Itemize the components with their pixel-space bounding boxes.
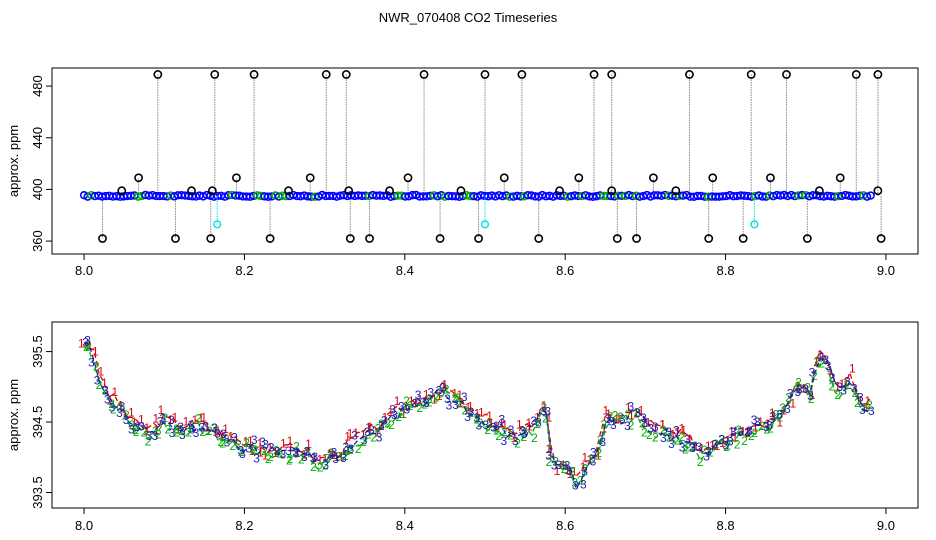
series-marker: 1 bbox=[849, 362, 856, 376]
x-tick-label: 9.0 bbox=[877, 263, 895, 278]
series-marker: 3 bbox=[807, 389, 814, 403]
series-marker: 3 bbox=[499, 413, 506, 427]
series-marker: 3 bbox=[160, 412, 167, 426]
top-panel: 8.0 8.2 8.4 8.6 8.8 9.0 360 400 440 480 approx. p… bbox=[6, 68, 918, 278]
series-marker: 3 bbox=[368, 423, 375, 437]
series-marker: 3 bbox=[711, 438, 718, 452]
series-marker: 3 bbox=[285, 444, 292, 458]
series-marker: 3 bbox=[521, 427, 528, 441]
series-marker: 3 bbox=[566, 464, 573, 478]
x-tick-label: 8.8 bbox=[717, 263, 735, 278]
y-tick-label: 360 bbox=[30, 230, 45, 252]
series-marker: 3 bbox=[168, 413, 175, 427]
series-marker: 3 bbox=[730, 425, 737, 439]
series-marker: 3 bbox=[138, 419, 145, 433]
series-marker: 3 bbox=[668, 437, 675, 451]
series-marker: 2 bbox=[531, 431, 538, 445]
top-plot-frame bbox=[52, 68, 918, 254]
series-marker: 3 bbox=[572, 479, 579, 493]
series-marker: 3 bbox=[293, 446, 300, 460]
series-marker: 3 bbox=[599, 435, 606, 449]
top-y-axis-label: approx. ppm bbox=[6, 125, 21, 197]
y-tick-label: 440 bbox=[30, 127, 45, 149]
series-marker: 3 bbox=[461, 390, 468, 404]
series-marker: 3 bbox=[652, 420, 659, 434]
x-tick-label: 8.4 bbox=[396, 263, 414, 278]
x-tick-label: 8.6 bbox=[556, 518, 574, 533]
top-panel-data bbox=[81, 71, 885, 242]
series-marker: 3 bbox=[152, 429, 159, 443]
series-marker: 3 bbox=[627, 399, 634, 413]
series-marker: 3 bbox=[544, 405, 551, 419]
series-marker: 3 bbox=[787, 387, 794, 401]
series-marker: 3 bbox=[88, 355, 95, 369]
x-tick-label: 8.8 bbox=[717, 518, 735, 533]
x-tick-label: 8.2 bbox=[235, 263, 253, 278]
series-marker: 3 bbox=[673, 423, 680, 437]
series-marker: 3 bbox=[859, 403, 866, 417]
x-tick-label: 8.4 bbox=[396, 518, 414, 533]
series-marker: 3 bbox=[403, 403, 410, 417]
series-marker: 3 bbox=[610, 418, 617, 432]
series-marker: 3 bbox=[169, 426, 176, 440]
series-marker: 3 bbox=[253, 452, 260, 466]
series-marker: 3 bbox=[231, 431, 238, 445]
series-marker: 3 bbox=[580, 478, 587, 492]
series-marker: 3 bbox=[829, 371, 836, 385]
series-marker: 3 bbox=[376, 431, 383, 445]
top-panel-axes: 8.0 8.2 8.4 8.6 8.8 9.0 360 400 440 480 bbox=[30, 75, 895, 278]
series-marker: 3 bbox=[179, 428, 186, 442]
series-marker: 3 bbox=[94, 374, 101, 388]
series-marker: 3 bbox=[868, 404, 875, 418]
series-marker: 3 bbox=[590, 446, 597, 460]
y-tick-label: 400 bbox=[30, 179, 45, 201]
y-tick-label: 394.5 bbox=[30, 406, 45, 439]
series-marker: 2 bbox=[734, 437, 741, 451]
series-marker: 3 bbox=[312, 450, 319, 464]
chart-title: NWR_070408 CO2 Timeseries bbox=[379, 10, 558, 25]
series-marker: 3 bbox=[452, 398, 459, 412]
series-marker: 3 bbox=[482, 418, 489, 432]
x-tick-label: 8.0 bbox=[75, 518, 93, 533]
y-tick-label: 480 bbox=[30, 75, 45, 97]
series-marker: 3 bbox=[428, 386, 435, 400]
series-marker: 3 bbox=[351, 429, 358, 443]
series-marker: 3 bbox=[202, 419, 209, 433]
series-marker: 3 bbox=[624, 419, 631, 433]
x-tick-label: 8.0 bbox=[75, 263, 93, 278]
series-marker: 3 bbox=[381, 413, 388, 427]
series-marker: 3 bbox=[332, 452, 339, 466]
series-marker: 3 bbox=[109, 401, 116, 415]
x-tick-label: 8.2 bbox=[235, 518, 253, 533]
series-marker: 3 bbox=[754, 415, 761, 429]
series-marker: 3 bbox=[737, 425, 744, 439]
series-marker: 3 bbox=[251, 433, 258, 447]
series-marker: 3 bbox=[500, 434, 507, 448]
x-tick-label: 8.6 bbox=[556, 263, 574, 278]
bottom-y-axis-label: approx. ppm bbox=[6, 379, 21, 451]
series-marker: 3 bbox=[695, 440, 702, 454]
series-marker: 3 bbox=[512, 434, 519, 448]
series-marker: 3 bbox=[809, 366, 816, 380]
series-marker: 3 bbox=[776, 408, 783, 422]
series-marker: 3 bbox=[581, 465, 588, 479]
series-marker: 3 bbox=[769, 409, 776, 423]
x-tick-label: 9.0 bbox=[877, 518, 895, 533]
series-marker: 3 bbox=[119, 400, 126, 414]
series-marker: 3 bbox=[555, 458, 562, 472]
series-marker: 3 bbox=[224, 435, 231, 449]
series-marker: 3 bbox=[784, 402, 791, 416]
series-marker: 3 bbox=[84, 334, 91, 348]
series-marker: 3 bbox=[348, 442, 355, 456]
bottom-panel-data: 1 1 1111111 11 11111111111 1 111 111111 11111111… bbox=[78, 334, 875, 493]
bottom-panel: 1 1 1111111 11 11111111111 1 111 111111 11111111… bbox=[6, 322, 918, 533]
y-tick-label: 393.5 bbox=[30, 476, 45, 509]
y-tick-label: 395.5 bbox=[30, 335, 45, 368]
